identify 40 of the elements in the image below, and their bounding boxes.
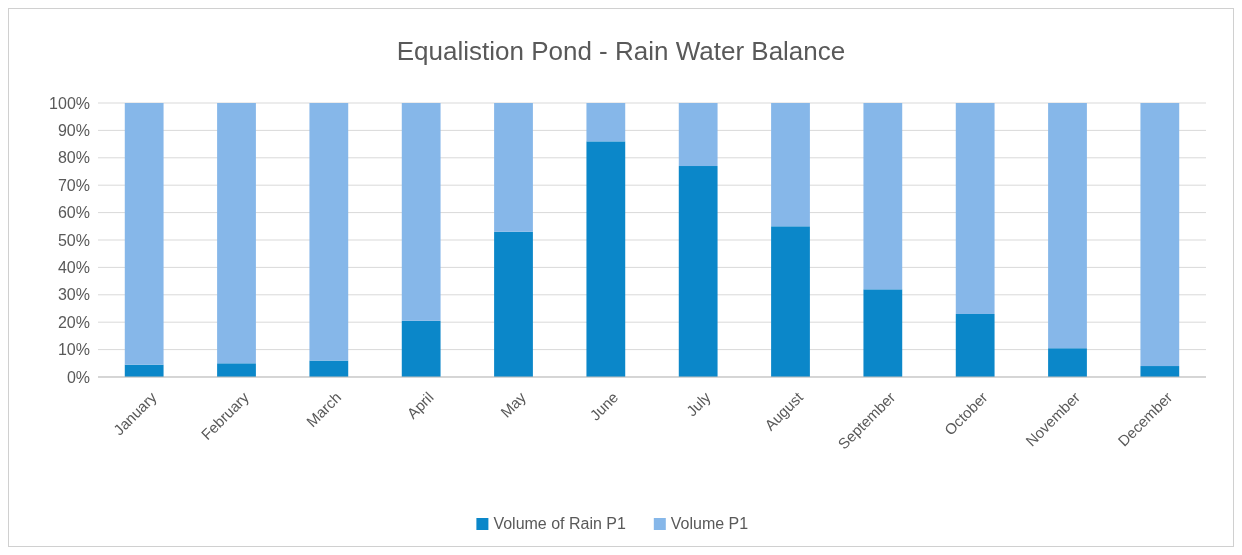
bar [863,103,903,290]
y-tick-label: 0% [66,368,90,386]
bar [494,103,533,232]
bar [401,320,441,377]
y-tick-label: 20% [57,313,90,331]
y-tick-label: 80% [57,149,90,167]
bar [586,103,626,142]
bar [401,103,441,321]
bar [217,103,256,364]
bar [309,103,349,361]
bar [309,360,349,377]
bar [124,364,164,377]
bar [586,141,626,377]
bar [1140,103,1180,367]
bar [771,103,810,227]
bar [124,103,164,365]
y-tick-label: 40% [57,259,90,276]
legend-label: Volume P1 [670,515,749,532]
bar [863,289,903,377]
y-tick-label: 90% [57,122,90,139]
bar [955,313,995,377]
x-tick-label: July [682,388,715,420]
legend-label: Volume of Rain P1 [493,515,627,532]
y-tick-label: 30% [57,286,90,304]
bar [1140,366,1180,377]
bar [1048,103,1087,349]
y-tick-label: 100% [49,94,90,112]
y-tick-label: 60% [57,204,90,222]
bar [678,103,718,167]
bar [678,166,718,377]
y-tick-label: 10% [57,341,90,359]
bar [494,231,533,377]
chart-title: Equalistion Pond - Rain Water Balance [396,36,846,66]
bar [955,103,995,314]
bar [771,226,810,377]
x-tick-label: May [496,388,530,421]
bar [1048,348,1087,377]
bar [217,363,256,377]
y-tick-label: 50% [57,231,90,249]
y-tick-label: 70% [57,176,90,194]
